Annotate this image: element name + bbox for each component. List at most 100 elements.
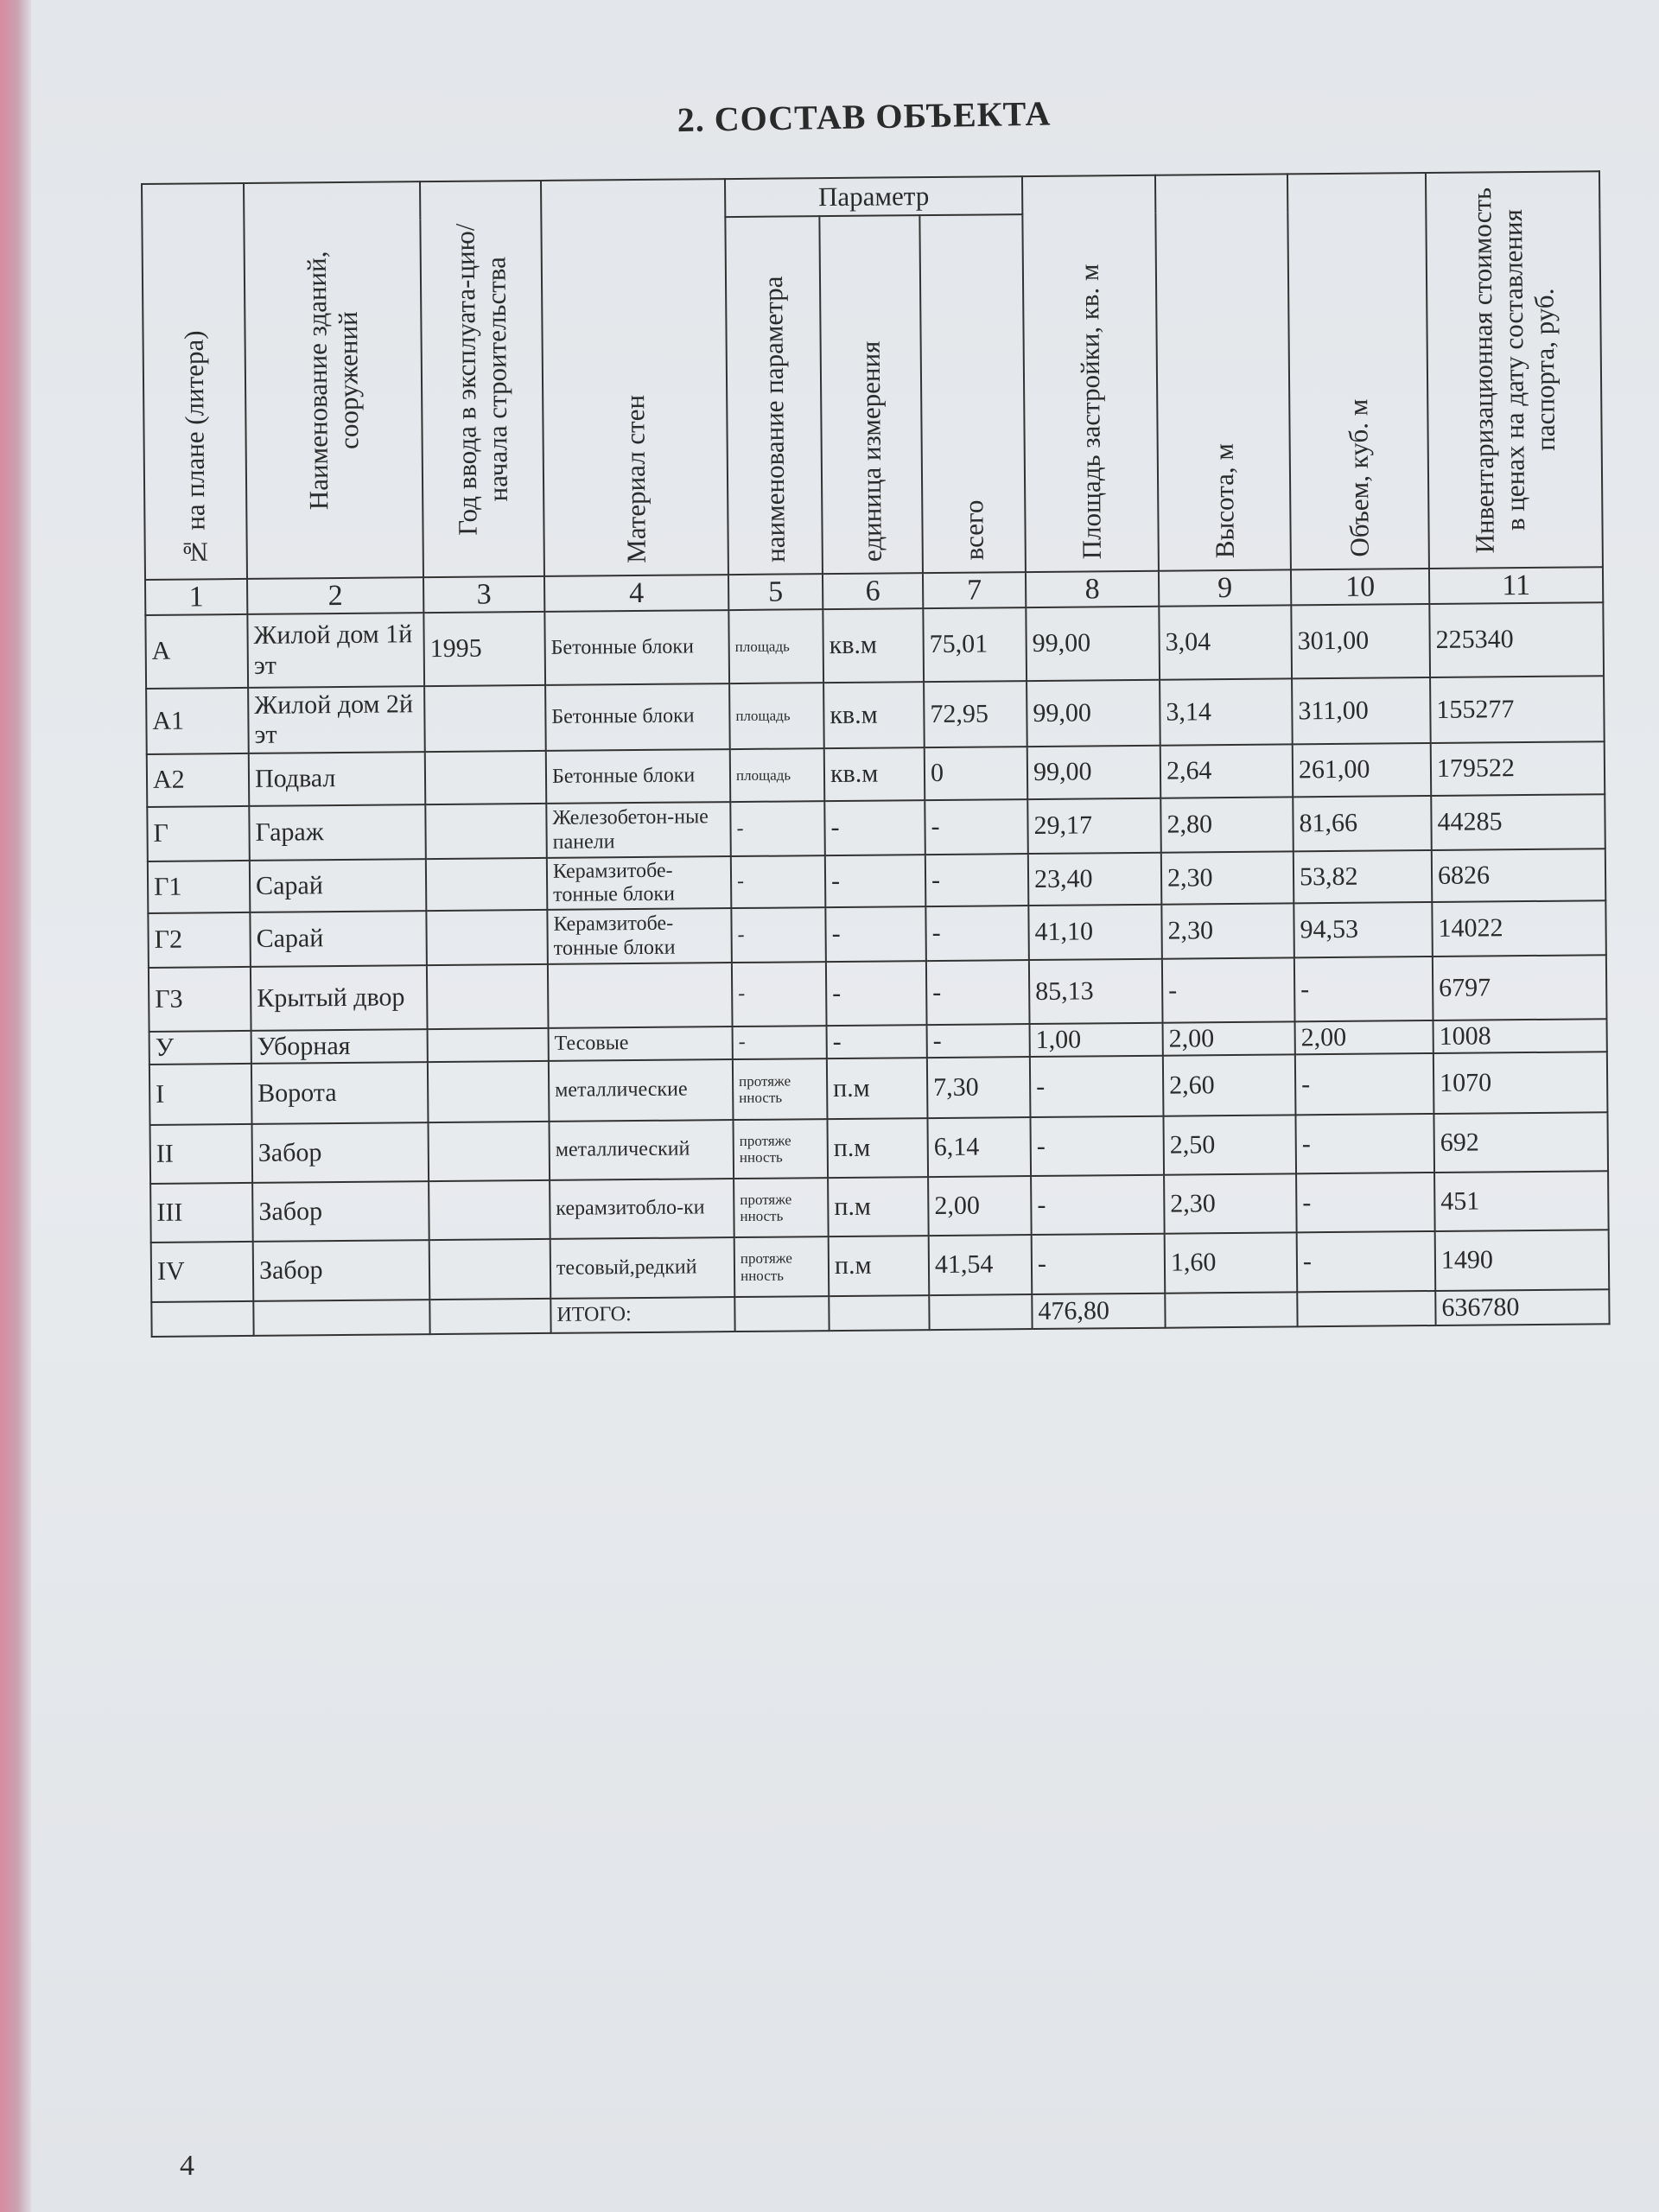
cell-year — [429, 1180, 550, 1241]
cell-plan-letter: А1 — [146, 688, 249, 755]
column-number: 3 — [423, 575, 545, 613]
cell-built-area: 41,10 — [1028, 904, 1162, 961]
cell-param-unit: - — [825, 961, 927, 1027]
column-number: 11 — [1428, 567, 1604, 605]
cell-volume: - — [1296, 1173, 1435, 1233]
cell-wall-material: тесовый,редкий — [550, 1237, 735, 1300]
cell-param-total: 0 — [924, 747, 1028, 801]
cell-built-area: 1,00 — [1029, 1022, 1163, 1058]
column-number: 1 — [145, 578, 248, 616]
cell-wall-material: Бетонные блоки — [545, 683, 730, 752]
header-param-unit: единица измерения — [819, 215, 923, 575]
cell-param-unit: кв.м — [823, 747, 925, 802]
cell-building-name: Жилой дом 1й эт — [247, 613, 425, 689]
cell-built-area: 99,00 — [1026, 606, 1160, 682]
cell-building-name: Подвал — [248, 752, 426, 807]
cell-plan-letter: Г — [147, 806, 250, 862]
column-number: 10 — [1290, 569, 1430, 606]
cell-building-name: Сарай — [250, 911, 427, 968]
cell-height: 2,30 — [1164, 1173, 1297, 1234]
cell-param-total: 6,14 — [927, 1117, 1032, 1178]
cell-empty — [429, 1299, 551, 1335]
cell-param-unit: п.м — [828, 1236, 930, 1297]
column-number: 2 — [247, 577, 424, 615]
table-row: А1 Жилой дом 2й эт Бетонные блоки площадь кв… — [146, 676, 1605, 755]
page-number: 4 — [180, 2150, 194, 2182]
cell-empty — [253, 1300, 430, 1337]
cell-height: 1,60 — [1164, 1232, 1298, 1294]
cell-param-name: - — [731, 907, 826, 963]
cell-height: 2,64 — [1160, 744, 1294, 798]
cell-inventory-cost: 1070 — [1433, 1052, 1608, 1115]
cell-height: 3,04 — [1159, 605, 1293, 680]
cell-wall-material — [547, 963, 733, 1029]
total-area: 476,80 — [1032, 1293, 1166, 1330]
cell-param-total: - — [925, 960, 1030, 1026]
cell-built-area: 23,40 — [1027, 852, 1162, 906]
cell-plan-letter: Г1 — [147, 861, 251, 914]
cell-built-area: 29,17 — [1027, 798, 1161, 855]
cell-param-name: - — [732, 1026, 827, 1060]
cell-volume: - — [1295, 1114, 1435, 1174]
cell-volume: 2,00 — [1294, 1020, 1433, 1055]
cell-plan-letter: А — [145, 614, 249, 690]
total-cost: 636780 — [1435, 1289, 1610, 1326]
cell-building-name: Жилой дом 2й эт — [248, 686, 425, 754]
cell-param-name: - — [730, 855, 826, 909]
cell-param-name: протяже нность — [734, 1236, 830, 1298]
cell-height: 3,14 — [1160, 678, 1293, 746]
cell-inventory-cost: 155277 — [1430, 676, 1605, 744]
cell-param-unit: п.м — [827, 1118, 929, 1179]
cell-year: 1995 — [423, 612, 546, 687]
cell-built-area: - — [1031, 1233, 1166, 1295]
cell-building-name: Забор — [252, 1181, 429, 1243]
cell-built-area: - — [1030, 1116, 1165, 1177]
cell-height: 2,00 — [1162, 1021, 1295, 1056]
cell-volume: - — [1294, 1053, 1434, 1116]
header-parameter: Параметр — [724, 176, 1023, 218]
table-row: А Жилой дом 1й эт 1995 Бетонные блоки площад… — [145, 602, 1605, 690]
cell-param-unit: п.м — [826, 1058, 928, 1120]
cell-empty — [151, 1301, 254, 1338]
cell-inventory-cost: 692 — [1433, 1112, 1609, 1173]
cell-building-name: Гараж — [249, 804, 426, 861]
cell-plan-letter: II — [149, 1124, 253, 1185]
cell-param-unit: - — [824, 855, 926, 908]
header-building-name: Наименование зданий, сооружений — [244, 181, 423, 579]
cell-built-area: 99,00 — [1027, 679, 1160, 747]
cell-param-total: 7,30 — [926, 1057, 1031, 1119]
cell-volume: - — [1294, 957, 1433, 1022]
cell-year — [427, 1028, 549, 1063]
cell-param-name: площадь — [729, 683, 824, 750]
cell-param-total: - — [925, 799, 1028, 855]
cell-year — [425, 804, 547, 860]
cell-param-name: протяже нность — [732, 1058, 828, 1121]
cell-param-unit: кв.м — [823, 682, 925, 749]
cell-param-unit: - — [826, 1025, 927, 1059]
header-inventory-cost: Инвентаризационная стоимость в ценах на … — [1425, 171, 1603, 569]
cell-building-name: Забор — [252, 1240, 430, 1302]
cell-inventory-cost: 1008 — [1433, 1019, 1607, 1054]
cell-year — [425, 858, 548, 912]
header-built-area: Площадь застройки, кв. м — [1021, 175, 1159, 573]
cell-volume: 53,82 — [1293, 850, 1433, 904]
cell-built-area: - — [1029, 1055, 1164, 1118]
cell-wall-material: металлический — [549, 1120, 734, 1181]
column-number: 5 — [728, 574, 823, 611]
cell-empty — [929, 1294, 1033, 1331]
cell-height: 2,80 — [1160, 797, 1294, 853]
cell-empty — [829, 1295, 930, 1332]
column-number: 7 — [922, 572, 1027, 609]
cell-height: 2,60 — [1162, 1054, 1296, 1116]
cell-param-total: - — [925, 906, 1029, 962]
column-number: 8 — [1025, 570, 1160, 608]
cell-inventory-cost: 1490 — [1434, 1230, 1610, 1292]
cell-year — [426, 910, 548, 966]
cell-wall-material: Керамзитобе-тонные блоки — [547, 908, 732, 965]
cell-year — [424, 685, 546, 753]
cell-volume: 94,53 — [1294, 902, 1433, 958]
cell-height: 2,30 — [1160, 851, 1294, 905]
cell-plan-letter: У — [149, 1031, 251, 1065]
cell-built-area: - — [1031, 1174, 1165, 1236]
cell-building-name: Уборная — [251, 1029, 428, 1065]
